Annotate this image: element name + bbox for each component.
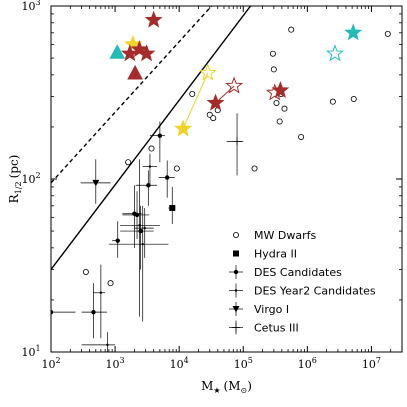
data-point: [251, 165, 258, 172]
highlight-markers: [109, 10, 363, 137]
legend-marker: [232, 231, 239, 238]
data-point: [148, 145, 155, 152]
data-point: [99, 291, 103, 294]
legend-item: DES Year2 Candidates: [229, 283, 376, 298]
solid-relation-line: [51, 6, 252, 270]
series-filled-square: [168, 186, 176, 224]
legend-label: DES Year2 Candidates: [254, 285, 376, 298]
data-point: [125, 159, 132, 166]
series-filled-triangle-down: [80, 159, 111, 204]
legend-label: MW Dwarfs: [254, 229, 316, 242]
data-point: [107, 280, 114, 287]
plot-content: [51, 6, 391, 352]
series-open-circle: [82, 26, 391, 287]
star-marker: [198, 63, 217, 81]
star-marker: [271, 81, 290, 99]
x-tick-label: 105: [234, 356, 253, 371]
x-tick-label: 102: [41, 356, 60, 371]
legend-label: DES Candidates: [254, 266, 342, 279]
data-point: [384, 30, 391, 37]
legend-label: Virgo I: [254, 303, 289, 316]
data-point: [164, 175, 170, 180]
legend-label: Cetus III: [254, 322, 299, 335]
legend-marker: [234, 289, 238, 292]
star-marker: [144, 10, 163, 28]
legend-item: Hydra II: [233, 248, 297, 261]
star-marker: [130, 40, 149, 58]
star-marker: [326, 44, 344, 62]
legend-marker: [232, 306, 240, 313]
data-point: [173, 165, 180, 172]
x-tick-label: 104: [170, 356, 189, 371]
data-point: [269, 50, 276, 57]
star-marker: [137, 44, 156, 62]
data-point: [51, 309, 54, 315]
star-marker: [225, 76, 244, 94]
star-marker: [120, 44, 139, 62]
star-marker: [344, 23, 363, 41]
legend: MW Dwarfs Hydra II DES Candidates DES Year2…: [229, 229, 376, 335]
x-tick-label: 103: [106, 356, 125, 371]
data-point: [82, 269, 89, 276]
axes-frame: [50, 5, 403, 353]
series-filled-circle: [51, 121, 175, 352]
data-point: [138, 228, 143, 234]
data-point: [143, 226, 146, 230]
legend-item: Cetus III: [229, 320, 299, 335]
data-point: [141, 242, 144, 246]
x-axis-label: M★ (M⊙): [201, 379, 252, 395]
triangle-marker: [127, 64, 143, 80]
data-point: [281, 105, 288, 112]
series-plus-thin: [226, 113, 244, 176]
data-point: [146, 183, 151, 188]
legend-item: Virgo I: [229, 302, 289, 316]
legend-item: DES Candidates: [229, 265, 342, 279]
data-point: [276, 118, 283, 125]
y-tick-label: 102: [21, 171, 40, 186]
data-point: [169, 204, 176, 211]
triangle-marker: [109, 44, 126, 59]
y-tick-label: 103: [21, 0, 40, 13]
legend-label: Hydra II: [254, 248, 297, 261]
y-axis-label: R1/2(pc): [7, 155, 23, 204]
data-point: [210, 115, 217, 122]
connector-line: [182, 72, 209, 130]
data-point: [273, 99, 280, 106]
data-point: [92, 179, 100, 187]
data-point: [91, 309, 96, 315]
data-point: [115, 238, 120, 243]
data-point: [298, 133, 305, 140]
data-point: [350, 96, 357, 103]
legend-item: MW Dwarfs: [232, 229, 316, 242]
data-point: [157, 133, 163, 138]
star-marker: [206, 93, 225, 111]
data-point: [134, 212, 140, 218]
data-point: [106, 343, 109, 347]
x-tick-label: 106: [298, 356, 317, 371]
data-point: [138, 224, 141, 227]
star-marker: [265, 83, 284, 101]
data-point: [288, 26, 295, 33]
dashed-relation-line: [51, 6, 213, 184]
x-tick-label: 107: [362, 356, 381, 371]
star-marker: [174, 119, 193, 137]
ticks: [50, 5, 402, 353]
legend-marker: [233, 269, 239, 275]
data-point: [189, 90, 196, 97]
legend-marker: [233, 250, 239, 257]
y-tick-label: 101: [21, 344, 40, 359]
data-point: [148, 165, 152, 168]
data-point: [329, 98, 336, 105]
series-small-dot: [81, 153, 169, 352]
data-point: [270, 66, 277, 73]
